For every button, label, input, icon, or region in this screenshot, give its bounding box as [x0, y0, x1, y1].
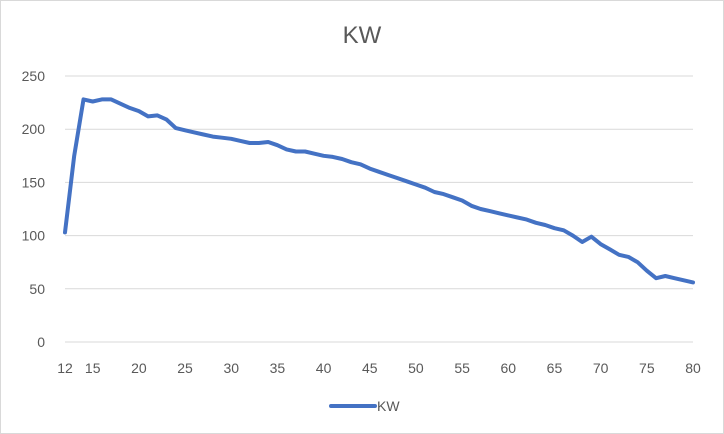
legend-label-kw: KW	[377, 398, 400, 414]
x-tick-label: 75	[639, 360, 655, 376]
series-line-kw	[63, 97, 695, 285]
x-tick-label: 20	[131, 360, 147, 376]
gridlines	[65, 75, 693, 343]
x-tick-label: 70	[593, 360, 609, 376]
y-tick-label: 0	[37, 334, 45, 350]
y-tick-label: 150	[22, 174, 46, 190]
chart-title: KW	[343, 22, 382, 49]
y-tick-label: 200	[22, 121, 46, 137]
series-layer	[63, 97, 695, 285]
x-tick-label: 80	[685, 360, 701, 376]
axis-labels: 0 50 100 150 200 250 12 15 20 25 30 35 40 45 50 55 60 65 7…	[22, 68, 701, 376]
legend: KW	[329, 398, 400, 414]
x-tick-label: 60	[501, 360, 517, 376]
x-tick-label: 25	[177, 360, 193, 376]
x-tick-label: 12	[57, 360, 73, 376]
y-tick-label: 50	[29, 281, 45, 297]
x-tick-label: 50	[408, 360, 424, 376]
x-tick-label: 65	[547, 360, 563, 376]
x-tick-label: 55	[454, 360, 470, 376]
y-tick-label: 250	[22, 68, 46, 84]
x-tick-label: 45	[362, 360, 378, 376]
y-tick-label: 100	[22, 228, 46, 244]
x-tick-label: 40	[316, 360, 332, 376]
x-tick-label: 35	[270, 360, 286, 376]
x-tick-label: 30	[223, 360, 239, 376]
x-tick-label: 15	[85, 360, 101, 376]
